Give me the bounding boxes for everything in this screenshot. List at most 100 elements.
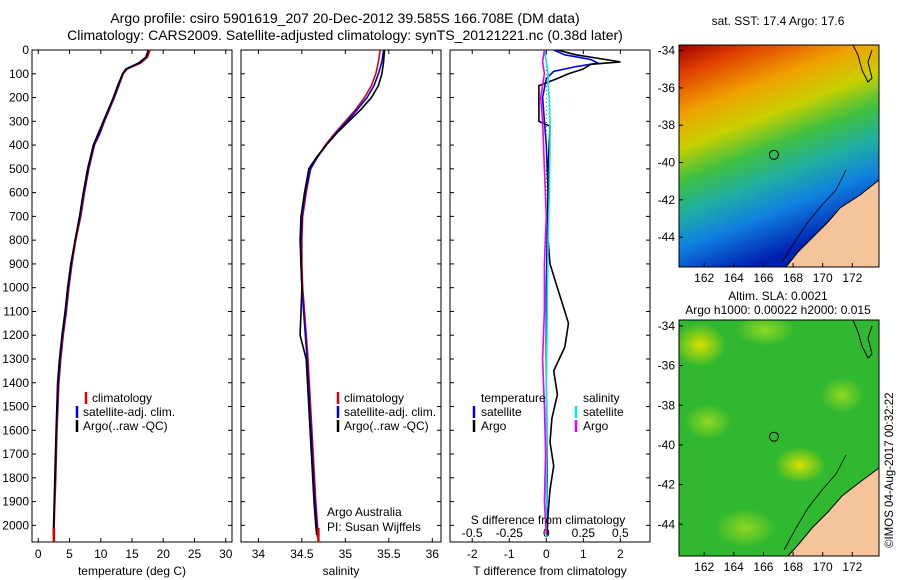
x-tick-label: 20 [157,547,171,561]
map-y-tick-label: -40 [658,156,676,170]
series-line-climatology [301,49,381,538]
y-tick-label: 900 [9,257,29,271]
s-diff-tick-label: -0.5 [462,526,483,540]
y-tick-label: 500 [9,162,29,176]
map-y-tick-label: -36 [658,81,676,95]
x-tick-label: 25 [188,547,202,561]
salinity-legend: climatology satellite-adj. clim. Argo(..… [336,391,436,433]
imos-credit: ©IMOS 04-Aug-2017 00:32:22 [884,392,896,548]
y-tick-label: 1300 [2,352,29,366]
map-y-tick-label: -38 [658,398,676,412]
legend-argo-label: Argo [481,419,507,433]
difference-temperature-legend: temperature satellite Argo [472,391,546,433]
legend-argo-label: Argo [583,419,609,433]
legend-title: salinity [583,391,620,405]
map-x-tick-label: 172 [842,560,862,574]
y-tick-label: 100 [9,67,29,81]
legend-sat-label: satellite-adj. clim. [83,405,175,419]
figure-title-line1: Argo profile: csiro 5901619_207 20-Dec-2… [110,10,580,26]
legend-sat-label: satellite [583,405,624,419]
map-y-tick-label: -44 [658,517,676,531]
map-y-tick-label: -40 [658,438,676,452]
y-tick-label: 1900 [2,495,29,509]
x-tick-label: 35 [339,547,353,561]
map-x-tick-label: 172 [842,271,862,285]
y-tick-label: 1500 [2,400,29,414]
series-line-salinity-argo [539,49,548,535]
x-tick-label: 2 [617,547,624,561]
sst-land-new-zealand [785,179,879,267]
legend-argo-label: Argo(..raw -QC) [344,419,429,433]
sst-map: sat. SST: 17.4 Argo: 17.6 162 164 166 168 17… [658,14,880,285]
x-tick-label: 0 [543,547,550,561]
y-tick-label: 300 [9,114,29,128]
s-diff-tick-label: -0.25 [496,526,524,540]
sla-anomaly-blob [735,320,795,346]
sst-bathymetry-contour [781,169,847,263]
map-y-tick-label: -42 [658,478,676,492]
sla-map-frame [678,319,880,557]
sst-map-frame [678,44,880,268]
map-y-tick-label: -36 [658,359,676,373]
y-tick-label: 200 [9,91,29,105]
y-tick-label: 1400 [2,376,29,390]
sla-anomaly-blob [684,404,732,440]
x-tick-label: 34.5 [290,547,314,561]
difference-xlabel: T difference from climatology [473,564,627,578]
x-tick-label: 5 [66,547,73,561]
s-diff-tick-label: 0.5 [612,526,629,540]
y-tick-label: 1200 [2,328,29,342]
legend-sat-label: satellite-adj. clim. [344,405,436,419]
series-line-argo-raw-qc- [299,49,386,535]
x-tick-label: 36 [426,547,440,561]
legend-title: temperature [481,391,546,405]
x-tick-label: -1 [504,547,515,561]
x-tick-label: -2 [467,547,478,561]
sla-anomaly-blob [820,377,864,413]
x-tick-label: 15 [125,547,139,561]
sst-coast-north [852,45,873,83]
sla-map-title1: Altim. SLA: 0.0021 [728,289,828,303]
sla-map-title2: Argo h1000: 0.00022 h2000: 0.015 [685,303,871,317]
y-tick-label: 400 [9,138,29,152]
sla-bathymetry-contour [783,454,847,551]
sla-coast-north [852,320,873,359]
series-line-argo-raw-qc- [52,49,150,535]
legend-clim-label: climatology [344,391,404,405]
temperature-legend: climatology satellite-adj. clim. Argo(..… [75,391,175,433]
salinity-annotation-line1: Argo Australia [327,505,402,519]
map-y-tick-label: -34 [658,319,676,333]
y-tick-label: 700 [9,209,29,223]
y-tick-label: 1800 [2,471,29,485]
x-tick-label: 1 [580,547,587,561]
sla-argo-position-marker [768,431,779,442]
map-x-tick-label: 168 [783,560,803,574]
map-x-tick-label: 166 [753,271,773,285]
series-line-salinity-satellite [543,49,551,538]
y-tick-label: 1100 [3,304,29,318]
map-y-tick-label: -38 [658,118,676,132]
salinity-xlabel: salinity [323,564,360,578]
salinity-annotation-line2: PI: Susan Wijffels [327,520,421,534]
map-x-tick-label: 166 [753,560,773,574]
sla-land-new-zealand [787,467,879,556]
temperature-xlabel: temperature (deg C) [78,564,186,578]
y-tick-label: 0 [22,43,29,57]
map-x-tick-label: 170 [813,271,833,285]
y-tick-label: 2000 [2,518,29,532]
difference-top-xlabel: S difference from climatology [471,513,626,527]
salinity-plot-frame [240,49,442,543]
y-tick-label: 1600 [2,423,29,437]
legend-clim-label: climatology [92,391,152,405]
x-tick-label: 10 [94,547,108,561]
s-diff-tick-label: 0.25 [572,526,596,540]
sst-map-title: sat. SST: 17.4 Argo: 17.6 [712,14,845,28]
y-tick-label: 600 [9,186,29,200]
y-tick-label: 1700 [2,447,29,461]
x-tick-label: 30 [219,547,233,561]
y-tick-label: 1000 [2,281,29,295]
sla-anomaly-blob [774,447,826,483]
map-y-tick-label: -42 [658,193,676,207]
y-tick-label: 800 [9,233,29,247]
